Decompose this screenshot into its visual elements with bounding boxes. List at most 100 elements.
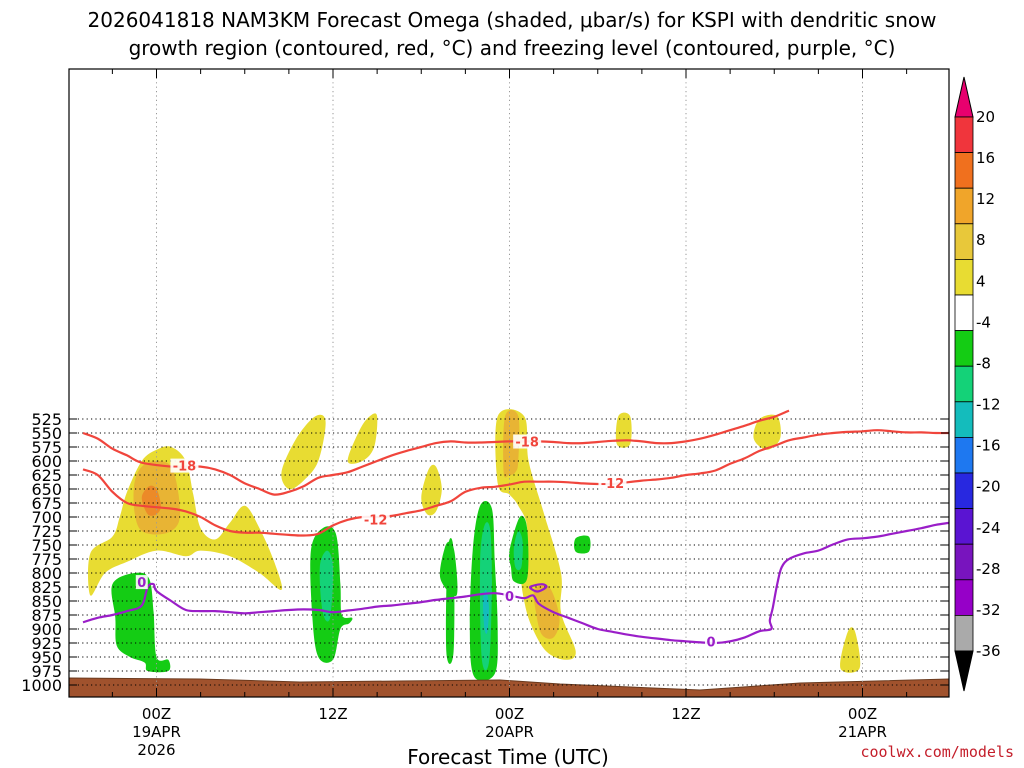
chart-subtitle: growth region (contoured, red, °C) and f…: [129, 36, 896, 60]
ytick-label-875: 875: [31, 606, 62, 625]
ytick-label-900: 900: [31, 620, 62, 639]
omega-region-14: [319, 550, 334, 622]
ytick-label-700: 700: [31, 508, 62, 527]
ytick-label-800: 800: [31, 564, 62, 583]
colorbar-label-12: -32: [976, 601, 1001, 619]
colorbar-label-13: -36: [976, 642, 1001, 660]
ytick-label-950: 950: [31, 648, 62, 667]
contour-loop-0c: [528, 583, 548, 593]
omega-region-11: [840, 627, 861, 673]
omega-region-8: [533, 584, 560, 639]
xtick-label-36: 12Z: [671, 705, 700, 723]
ytick-label-600: 600: [31, 452, 62, 471]
omega-region-16: [445, 538, 455, 664]
omega-region-7: [503, 409, 520, 478]
contour-label-bg: [705, 634, 718, 649]
ytick-label-675: 675: [31, 494, 62, 513]
colorbar-band-14: [954, 615, 974, 652]
ytick-label-525: 525: [31, 410, 62, 429]
colorbar-label-8: -16: [976, 437, 1001, 455]
contour-label-bg: [170, 458, 199, 473]
xtick-date-48: 21APR: [838, 723, 887, 741]
colorbar-band-10: [954, 472, 974, 509]
xtick-label-24: 00Z: [495, 705, 524, 723]
chart-title: 2026041818 NAM3KM Forecast Omega (shaded…: [88, 8, 937, 32]
omega-colorbar: 20 16 12 8 4 -4 -8 -12 -16 -20 -24 -28 -32 -36: [954, 76, 1001, 692]
ytick-label-550: 550: [31, 424, 62, 443]
contour-label-bg: [503, 589, 516, 604]
credit-text: coolwx.com/models: [860, 743, 1014, 761]
xtick-label-0: 00Z: [142, 705, 171, 723]
ytick-label-650: 650: [31, 480, 62, 499]
colorbar-band-11: [954, 508, 974, 545]
ytick-label-625: 625: [31, 466, 62, 485]
colorbar-label-3: 8: [976, 231, 986, 249]
ytick-label-825: 825: [31, 578, 62, 597]
contour-line-2: [82, 521, 949, 645]
contour-label-2-0: 0: [137, 576, 146, 591]
colorbar-band-5: [954, 294, 974, 331]
omega-region-3: [281, 414, 326, 490]
contour-label-bg: [361, 512, 390, 527]
xtick-date-24: 20APR: [485, 723, 534, 741]
xtick-label-12: 12Z: [318, 705, 347, 723]
colorbar-band-6: [954, 330, 974, 367]
colorbar-band-2: [954, 187, 974, 225]
contour-label-1-1: -12: [601, 477, 625, 492]
colorbar-band-3: [954, 223, 974, 260]
omega-region-22: [574, 535, 591, 554]
omega-region-12: [111, 572, 171, 673]
omega-region-4: [347, 413, 378, 464]
contour-label-bg: [135, 575, 148, 590]
contour-label-1-0: -12: [364, 513, 388, 528]
contour-labels: -18 -18 -12 -12 0 0 0: [135, 434, 718, 650]
contour-line-0: [82, 409, 790, 496]
colorbar-bottom-arrow: [954, 650, 974, 692]
omega-region-10: [753, 414, 781, 450]
grid-lines: [69, 69, 949, 697]
colorbar-label-4: 4: [976, 272, 986, 290]
colorbar-label-0: 20: [976, 108, 995, 126]
ytick-label-850: 850: [31, 592, 62, 611]
omega-region-9: [615, 412, 632, 448]
ytick-label-975: 975: [31, 662, 62, 681]
colorbar-label-6: -8: [976, 354, 991, 372]
colorbar-band-1: [954, 152, 974, 189]
colorbar-label-2: 12: [976, 190, 995, 208]
ytick-label-925: 925: [31, 634, 62, 653]
xtick-label-48: 00Z: [848, 705, 877, 723]
colorbar-label-11: -28: [976, 560, 1001, 578]
omega-region-21: [513, 530, 523, 571]
colorbar-band-4: [954, 258, 974, 296]
colorbar-band-9: [954, 436, 974, 474]
colorbar-band-8: [954, 401, 974, 438]
ytick-label-1000: 1000: [21, 676, 62, 695]
pressure-axis: 5255505756006256506757007257507758008258…: [21, 410, 949, 695]
colorbar-label-10: -24: [976, 519, 1001, 537]
contour-layer: [82, 409, 949, 645]
contour-label-0-0: -18: [173, 460, 197, 475]
contour-label-2-1: 0: [505, 590, 514, 605]
contour-label-0-1: -18: [515, 436, 539, 451]
contour-line-1: [82, 429, 949, 537]
colorbar-label-5: -4: [976, 313, 991, 331]
xtick-year-0: 2026: [137, 741, 175, 759]
colorbar-band-12: [954, 543, 974, 581]
colorbar-label-9: -20: [976, 478, 1001, 496]
colorbar-top-arrow: [954, 76, 974, 118]
contour-label-bg: [598, 475, 627, 490]
colorbar-label-7: -12: [976, 396, 1001, 414]
colorbar-band-0: [954, 116, 974, 153]
ytick-label-775: 775: [31, 550, 62, 569]
x-axis-label: Forecast Time (UTC): [407, 745, 609, 768]
colorbar-band-13: [954, 579, 974, 616]
contour-label-2-2: 0: [706, 635, 715, 650]
ytick-label-725: 725: [31, 522, 62, 541]
colorbar-band-7: [954, 365, 974, 403]
contour-label-bg: [513, 434, 542, 449]
ytick-label-575: 575: [31, 438, 62, 457]
colorbar-label-1: 16: [976, 149, 995, 167]
xtick-date-0: 19APR: [132, 723, 181, 741]
